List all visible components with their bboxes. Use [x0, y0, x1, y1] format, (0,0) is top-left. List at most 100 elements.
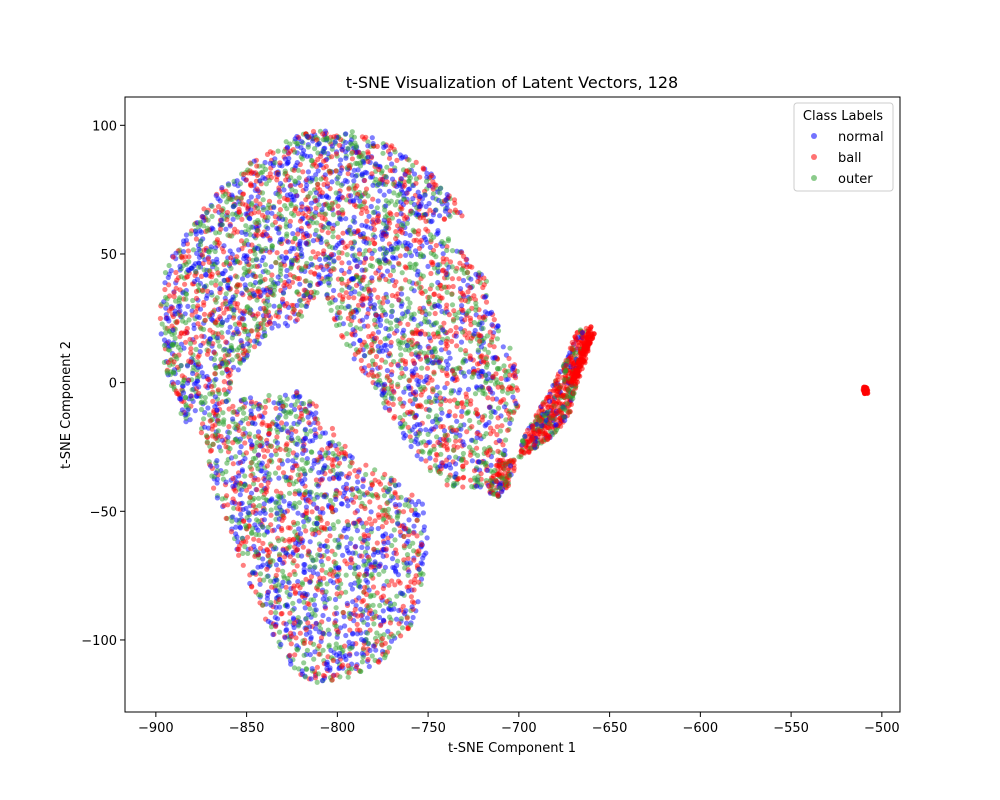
point-ball — [297, 218, 303, 224]
point-ball — [323, 163, 329, 169]
point-ball — [360, 645, 367, 651]
point-ball — [319, 524, 325, 531]
point-ball — [362, 199, 368, 205]
point-ball — [284, 196, 290, 203]
point-ball — [460, 484, 466, 490]
point-outer — [360, 654, 366, 660]
point-ball — [345, 315, 351, 321]
point-ball — [363, 186, 370, 192]
point-outer — [308, 555, 315, 561]
point-normal — [283, 550, 289, 556]
point-normal — [354, 263, 360, 270]
point-ball — [305, 548, 311, 554]
point-ball — [276, 185, 282, 191]
point-ball — [467, 353, 473, 359]
point-outer — [183, 395, 189, 401]
point-outer — [227, 446, 233, 452]
point-ball — [321, 575, 327, 581]
point-ball — [386, 155, 393, 161]
point-ball — [430, 260, 436, 266]
point-ball — [234, 289, 240, 295]
point-normal — [347, 652, 353, 659]
point-normal — [342, 177, 348, 183]
point-ball — [261, 454, 267, 460]
point-outer — [314, 220, 320, 226]
point-ball — [295, 583, 301, 589]
point-outer — [390, 633, 396, 639]
point-normal — [323, 193, 330, 199]
point-outer — [361, 573, 367, 579]
point-ball — [262, 410, 268, 416]
point-ball — [267, 171, 273, 177]
point-outer — [212, 248, 218, 255]
point-outer — [360, 491, 366, 497]
point-ball — [236, 320, 242, 326]
point-ball — [399, 523, 405, 529]
point-normal — [370, 643, 376, 649]
point-normal — [396, 607, 402, 614]
point-ball — [392, 490, 398, 496]
point-ball — [209, 426, 215, 432]
point-normal — [415, 268, 421, 274]
point-outer — [472, 391, 479, 397]
point-normal — [355, 167, 361, 173]
point-normal — [289, 435, 295, 442]
point-outer — [390, 181, 396, 187]
point-ball — [397, 396, 403, 402]
point-normal — [297, 531, 304, 537]
point-normal — [409, 604, 415, 610]
point-outer — [298, 265, 304, 271]
point-ball — [310, 128, 317, 135]
point-ball — [485, 385, 491, 391]
point-outer — [410, 162, 416, 169]
point-ball — [174, 277, 180, 283]
point-normal — [351, 520, 357, 526]
point-ball — [423, 226, 429, 232]
point-normal — [405, 588, 412, 594]
point-normal — [403, 608, 409, 614]
point-outer — [164, 368, 170, 374]
point-normal — [352, 219, 358, 225]
point-ball — [179, 255, 185, 261]
point-normal — [318, 239, 324, 245]
point-outer — [218, 448, 224, 454]
point-outer — [262, 262, 268, 268]
point-outer — [330, 212, 336, 218]
point-ball — [364, 490, 370, 496]
point-outer — [410, 210, 416, 216]
point-normal — [313, 620, 319, 626]
point-ball — [339, 260, 345, 266]
point-ball — [210, 433, 216, 439]
point-outer — [345, 145, 351, 151]
point-normal — [432, 303, 438, 309]
point-outer — [399, 270, 405, 276]
point-ball — [315, 185, 321, 191]
point-ball — [459, 297, 465, 303]
point-ball — [352, 606, 358, 613]
point-ball — [248, 546, 254, 552]
point-normal — [360, 483, 366, 490]
point-outer — [213, 299, 219, 305]
point-normal — [347, 540, 353, 546]
point-ball — [350, 499, 357, 505]
point-normal — [354, 195, 360, 201]
point-normal — [299, 151, 306, 157]
point-normal — [207, 336, 213, 342]
point-normal — [403, 190, 409, 196]
point-ball — [335, 210, 341, 216]
point-ball — [346, 163, 352, 169]
point-ball — [356, 571, 362, 577]
point-normal — [428, 219, 434, 225]
point-normal — [221, 277, 227, 283]
point-ball — [249, 242, 255, 248]
point-normal — [489, 322, 495, 328]
point-normal — [208, 289, 214, 296]
point-outer — [298, 297, 304, 303]
point-normal — [313, 190, 319, 196]
point-normal — [349, 455, 355, 461]
point-outer — [283, 139, 289, 145]
point-normal — [183, 232, 189, 238]
point-outer — [369, 653, 375, 659]
point-ball — [370, 196, 376, 202]
point-ball — [370, 584, 377, 590]
